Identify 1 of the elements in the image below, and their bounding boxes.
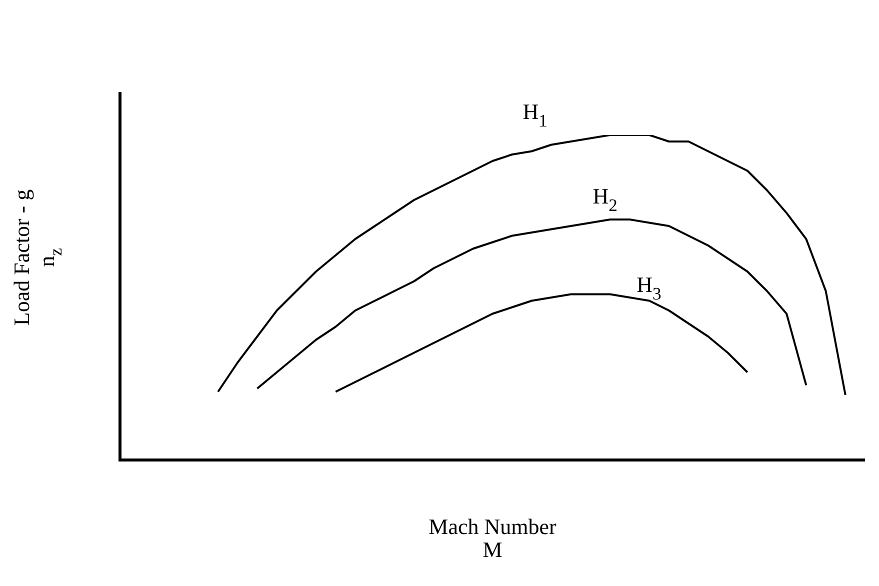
x-axis-title: Mach Number M — [428, 514, 558, 562]
